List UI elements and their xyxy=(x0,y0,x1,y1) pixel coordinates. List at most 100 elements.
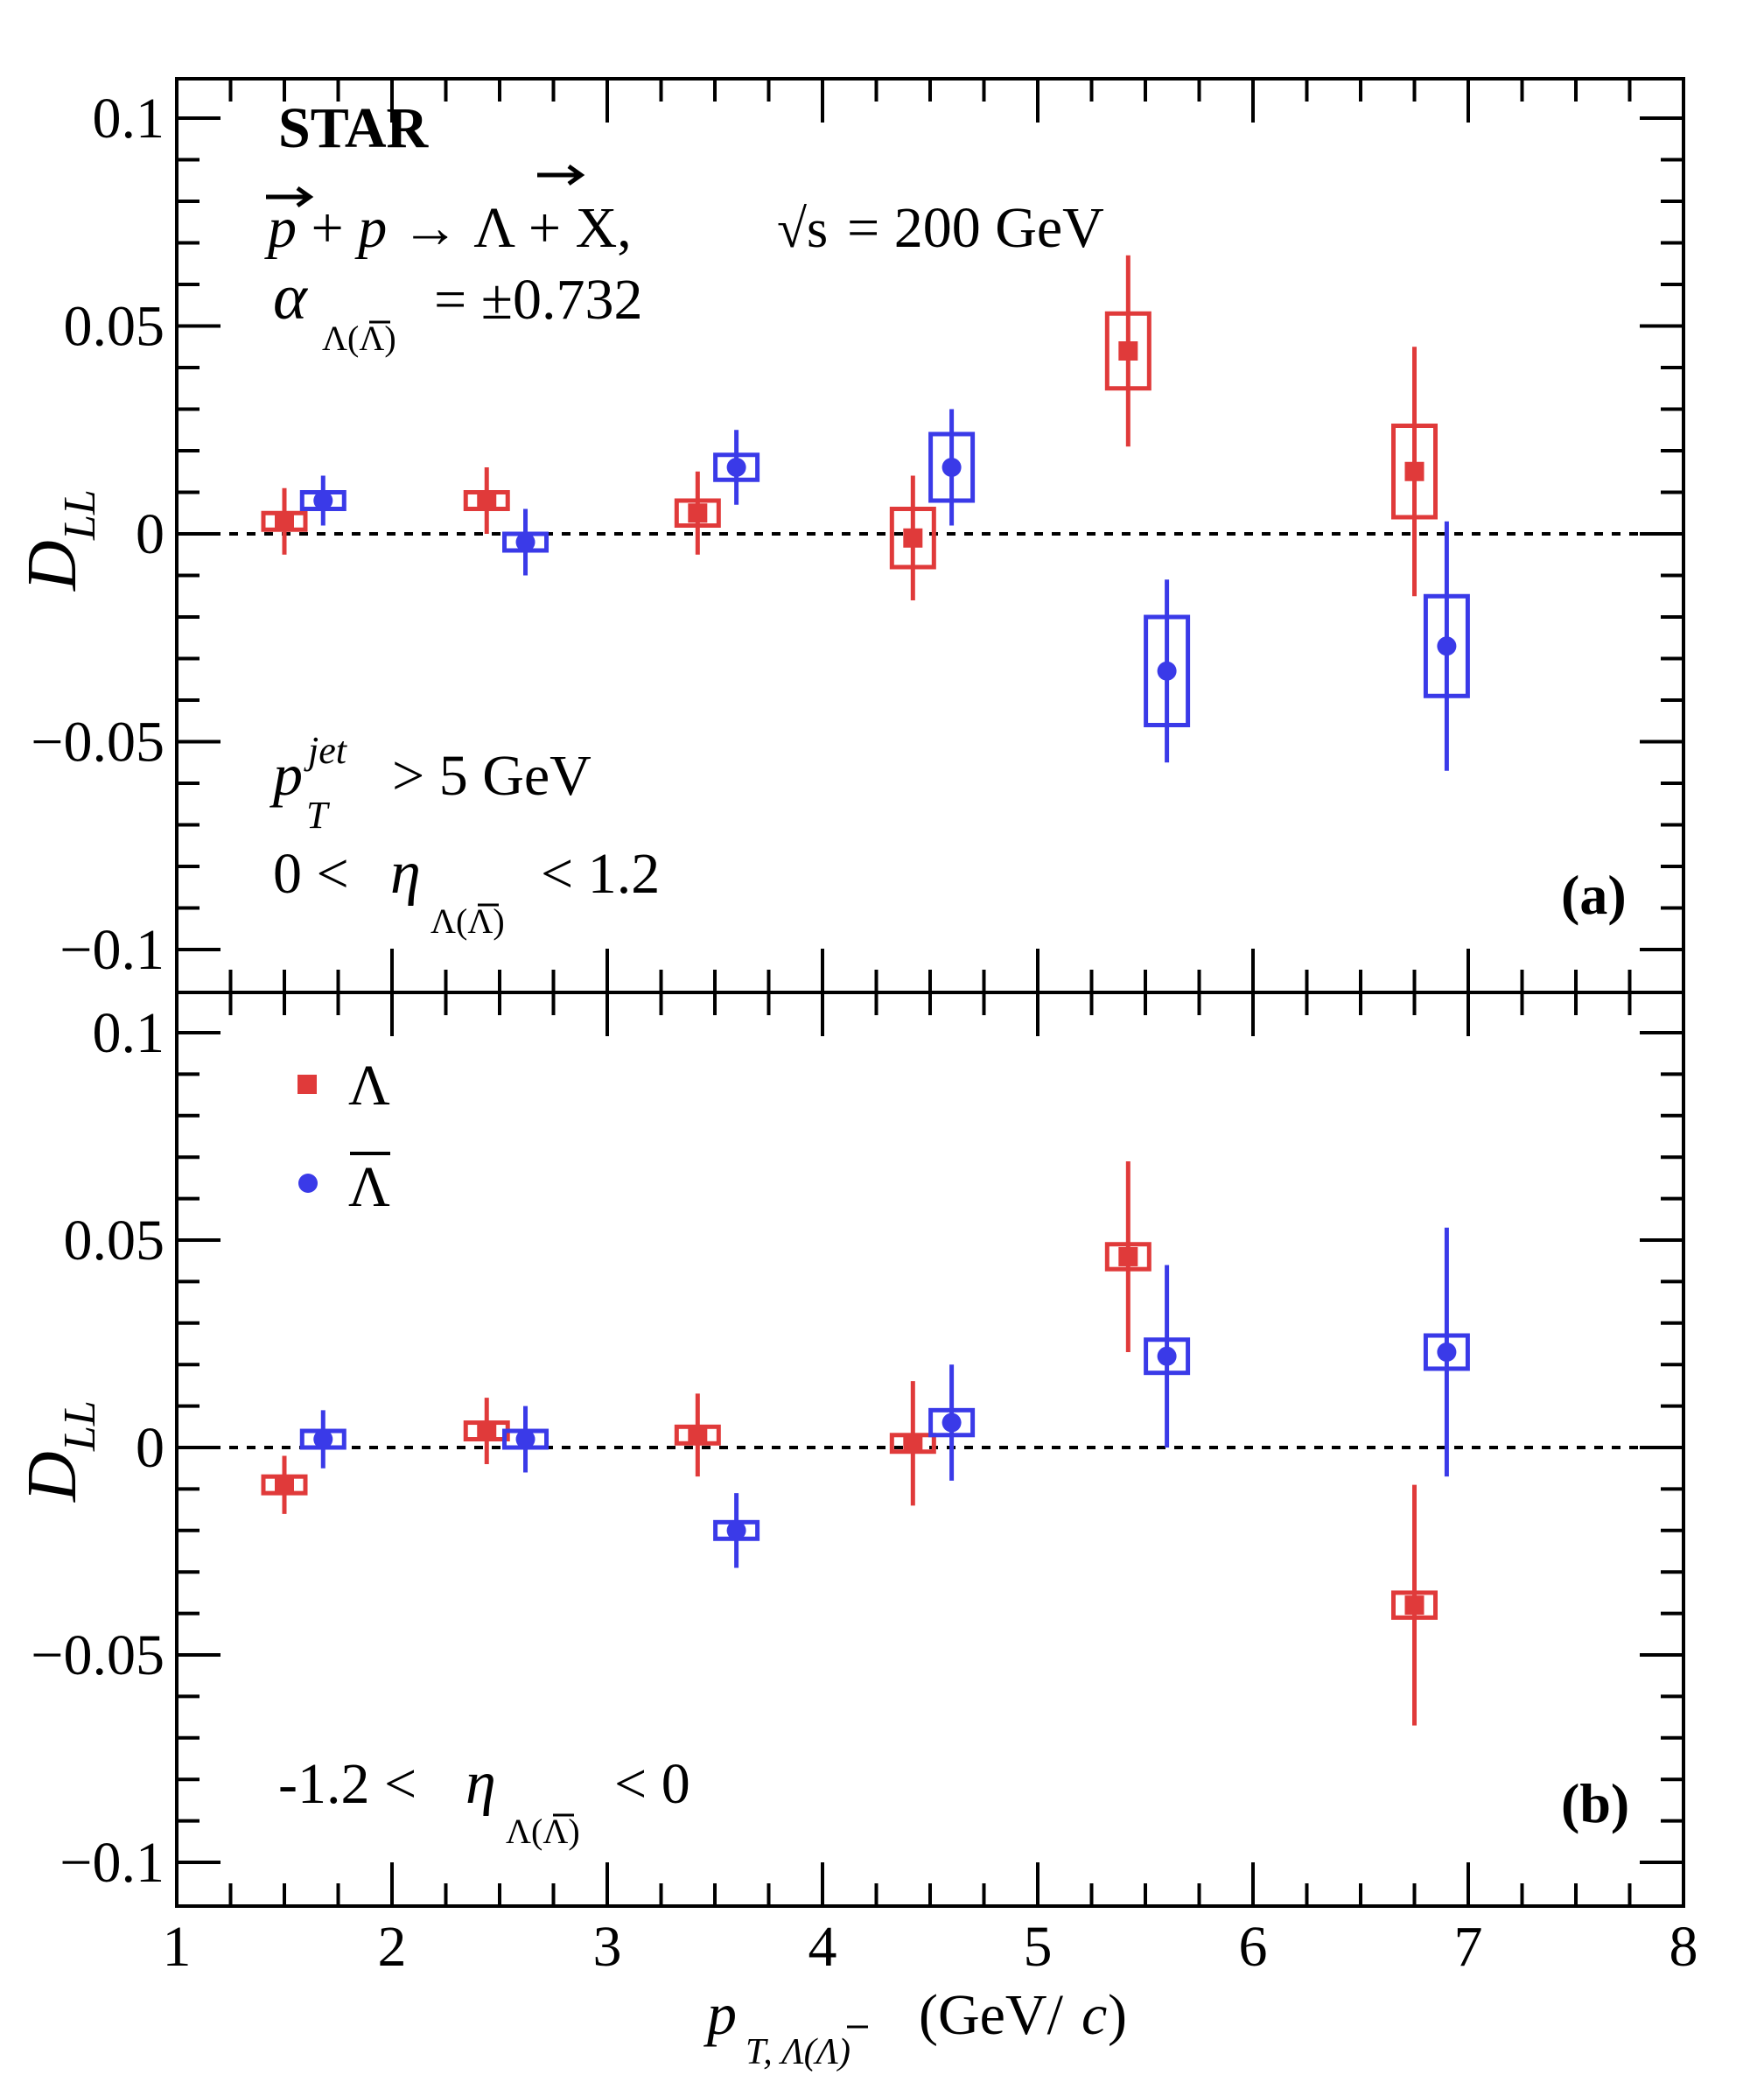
marks-panel-a xyxy=(261,255,1470,771)
lambda-point xyxy=(1404,1595,1424,1616)
antilambda-sys-box xyxy=(928,1407,976,1438)
lambda-sys-box xyxy=(889,507,936,570)
y-tick-label: 0.1 xyxy=(93,1001,165,1065)
alpha-subscript: Λ(Λ) xyxy=(322,319,396,358)
panel-b-label: (b) xyxy=(1561,1772,1629,1834)
panel-b-eta-high: < 0 xyxy=(614,1752,690,1816)
lambda-point xyxy=(1118,341,1138,361)
antilambda-point xyxy=(515,532,536,552)
antilambda-point xyxy=(1437,636,1457,656)
jet-cut-value: > 5 GeV xyxy=(392,744,592,808)
antilambda-point xyxy=(726,458,746,477)
lambda-point xyxy=(688,1425,708,1445)
lambda-sys-box xyxy=(1104,311,1152,391)
legend-lambda-label: Λ xyxy=(348,1054,390,1118)
legend-antilambda-label: Λ xyxy=(348,1155,390,1219)
x-tick-label: 8 xyxy=(1670,1915,1698,1979)
legend-lambda-marker xyxy=(298,1075,317,1094)
panel-a-eta-high: < 1.2 xyxy=(541,842,660,906)
antilambda-sys-box xyxy=(1144,614,1191,727)
y-tick-label: −0.05 xyxy=(31,711,164,775)
panel-a-eta-low: 0 < xyxy=(273,842,349,906)
x-tick-label: 5 xyxy=(1024,1915,1053,1979)
y-tick-label: 0 xyxy=(136,502,164,566)
antilambda-point xyxy=(1437,1342,1457,1362)
panel-b-eta-symbol: η xyxy=(466,1749,496,1817)
lambda-point xyxy=(903,528,923,548)
y-tick-label: −0.1 xyxy=(60,918,164,982)
panel-a-label: (a) xyxy=(1561,864,1627,926)
lambda-point xyxy=(1118,1246,1138,1266)
x-tick-label: 2 xyxy=(378,1915,407,1979)
panel-b-eta-low: -1.2 < xyxy=(278,1752,416,1816)
lambda-sys-box xyxy=(1391,1590,1438,1620)
y-axis-label-main: D xyxy=(14,540,91,592)
y-tick-label: −0.05 xyxy=(31,1623,164,1687)
vector-arrow-icon xyxy=(537,164,585,186)
axes-panel-b: −0.1 −0.05 0 0.05 0.1 1 2 3 4 5 6 7 8 xyxy=(31,992,1698,1979)
x-axis-label-c: c xyxy=(1082,1983,1107,2047)
panel-a-eta-symbol: η xyxy=(390,839,421,907)
lambda-point xyxy=(903,1434,923,1454)
x-tick-label: 1 xyxy=(163,1915,192,1979)
antilambda-point xyxy=(726,1520,746,1540)
y-axis-label-sub: LL xyxy=(55,1400,105,1452)
x-axis-label-close: ) xyxy=(1108,1983,1127,2047)
marks-panel-b xyxy=(261,1160,1470,1726)
x-tick-label: 6 xyxy=(1239,1915,1268,1979)
x-axis-label-p: p xyxy=(704,1980,737,2047)
lambda-point xyxy=(275,1475,294,1495)
process-label: p + p → Λ + X, xyxy=(264,164,632,260)
vector-arrow-icon xyxy=(266,186,314,208)
y-tick-label: 0.1 xyxy=(93,87,165,151)
lambda-point xyxy=(477,491,497,510)
lambda-point xyxy=(1404,461,1424,481)
legend: Λ Λ xyxy=(298,1054,390,1219)
lambda-sys-box xyxy=(1391,424,1438,520)
y-tick-label: 0.05 xyxy=(64,1209,165,1272)
y-tick-label: 0.05 xyxy=(64,295,165,359)
panel-b-eta-sub: Λ(Λ) xyxy=(506,1812,580,1851)
antilambda-point xyxy=(942,1413,962,1433)
antilambda-point xyxy=(515,1429,536,1449)
antilambda-point xyxy=(313,1429,333,1449)
antilambda-point xyxy=(942,458,962,477)
x-tick-label: 4 xyxy=(808,1915,837,1979)
legend-antilambda-marker xyxy=(298,1174,318,1193)
lambda-point xyxy=(275,511,294,531)
energy-label: = 200 GeV xyxy=(847,196,1104,260)
alpha-value: = ±0.732 xyxy=(434,268,642,332)
x-tick-label: 3 xyxy=(593,1915,622,1979)
y-axis-label-sub: LL xyxy=(55,489,105,541)
axes-panel-a: −0.1 −0.05 0 0.05 0.1 xyxy=(31,79,1684,992)
x-axis-label-sub: T, Λ(Λ) xyxy=(746,2032,850,2072)
antilambda-sys-box xyxy=(713,452,760,482)
experiment-label: STAR xyxy=(278,96,429,160)
lambda-sys-box xyxy=(1104,1242,1152,1272)
process-text: p + p → Λ + X, xyxy=(264,196,632,260)
jet-cut-sub: T xyxy=(306,794,331,837)
y-axis-label-a: D LL xyxy=(14,489,105,592)
antilambda-sys-box xyxy=(1144,1337,1191,1376)
y-tick-label: −0.1 xyxy=(60,1831,164,1895)
lambda-point xyxy=(477,1421,497,1441)
y-axis-label-main: D xyxy=(14,1451,91,1503)
antilambda-sys-box xyxy=(1423,1333,1470,1371)
antilambda-sys-box xyxy=(928,431,976,503)
lambda-sys-box xyxy=(674,498,721,528)
antilambda-point xyxy=(1157,661,1177,681)
y-axis-label-b: D LL xyxy=(14,1400,105,1503)
x-axis-label: p T, Λ(Λ) (GeV/ c ) xyxy=(704,1980,1127,2072)
jet-cut-sup: jet xyxy=(304,729,348,772)
jet-cut-p: p xyxy=(270,741,303,808)
antilambda-sys-box xyxy=(1423,593,1470,698)
panel-a-eta-sub: Λ(Λ) xyxy=(430,901,505,941)
antilambda-point xyxy=(1157,1346,1177,1366)
y-tick-label: 0 xyxy=(136,1416,164,1480)
lambda-point xyxy=(688,503,708,523)
x-axis-label-unit: (GeV/ xyxy=(919,1983,1064,2047)
sqrt-s-label: √s xyxy=(777,200,828,259)
x-tick-label: 7 xyxy=(1454,1915,1483,1979)
alpha-symbol: α xyxy=(273,262,309,333)
